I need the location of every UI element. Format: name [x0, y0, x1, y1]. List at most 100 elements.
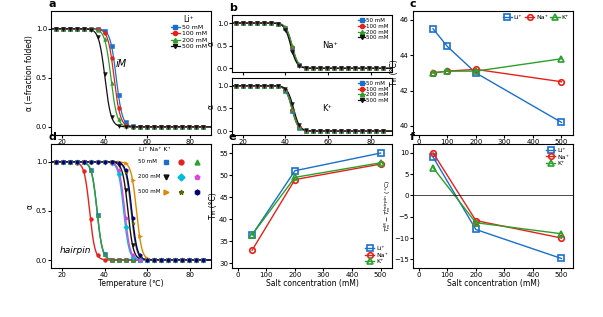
X-axis label: Salt concentration (mM): Salt concentration (mM) [446, 146, 540, 155]
Point [114, 106, 124, 111]
Point [65, 26, 74, 31]
Point [309, 66, 318, 71]
Point [253, 21, 262, 26]
Point [295, 123, 305, 128]
Point [184, 257, 194, 262]
Li⁺ [429, 155, 437, 159]
Y-axis label: Tₘ (°C): Tₘ (°C) [390, 60, 399, 86]
Point [267, 83, 276, 88]
Point [379, 129, 388, 134]
Point [114, 257, 124, 262]
Point [330, 66, 339, 71]
Point [156, 257, 165, 262]
Point [134, 124, 144, 129]
Point [163, 124, 172, 129]
Point [309, 66, 318, 71]
Legend: Li⁺, Na⁺, K⁺: Li⁺, Na⁺, K⁺ [502, 14, 570, 21]
Point [379, 66, 388, 71]
Point [379, 129, 388, 134]
Point [93, 27, 103, 32]
Text: b: b [229, 3, 237, 13]
Point [51, 159, 60, 165]
Point [107, 257, 116, 262]
Point [177, 257, 186, 262]
Point [288, 108, 297, 113]
Point [260, 83, 270, 88]
Point [79, 26, 89, 31]
Point [169, 257, 179, 262]
Point [121, 215, 130, 220]
Point [184, 257, 194, 262]
Point [184, 257, 194, 262]
Point [134, 234, 144, 239]
Point [253, 21, 262, 26]
Point [177, 257, 186, 262]
Legend: Li⁺, Na⁺, K⁺: Li⁺, Na⁺, K⁺ [364, 245, 389, 265]
Point [358, 66, 367, 71]
Point [371, 66, 381, 71]
Na⁺ [472, 68, 479, 71]
Text: d: d [48, 132, 56, 142]
Point [280, 88, 290, 93]
Point [93, 159, 103, 165]
Point [134, 257, 144, 262]
Point [156, 257, 165, 262]
Point [79, 159, 89, 165]
Point [65, 159, 74, 165]
K⁺ [558, 57, 565, 61]
Legend: 50 mM, 100 mM, 200 mM, 500 mM: 50 mM, 100 mM, 200 mM, 500 mM [358, 81, 389, 104]
Point [51, 26, 60, 31]
Point [177, 124, 186, 129]
Point [245, 21, 255, 26]
Point [371, 66, 381, 71]
Line: Na⁺: Na⁺ [431, 150, 564, 241]
Point [309, 128, 318, 133]
Line: K⁺: K⁺ [431, 56, 564, 76]
Point [114, 117, 124, 122]
Point [93, 26, 103, 31]
Point [99, 252, 109, 257]
Point [99, 257, 109, 262]
Point [114, 123, 124, 128]
Point [99, 252, 109, 257]
Point [65, 26, 74, 31]
Point [350, 66, 360, 71]
Point [86, 159, 95, 165]
Point [177, 124, 186, 129]
Point [232, 83, 241, 88]
Point [191, 257, 200, 262]
Point [198, 257, 207, 262]
Point [72, 159, 81, 165]
Point [280, 88, 290, 93]
Point [58, 159, 68, 165]
Point [336, 129, 346, 134]
K⁺ [429, 166, 437, 170]
Point [336, 66, 346, 71]
Point [371, 129, 381, 134]
Point [86, 159, 95, 165]
Li⁺ [248, 233, 256, 237]
Point [274, 21, 283, 26]
Point [344, 66, 353, 71]
Point [330, 66, 339, 71]
Point [86, 159, 95, 165]
Point [177, 257, 186, 262]
Point [156, 124, 165, 129]
Point [253, 21, 262, 26]
Point [169, 124, 179, 129]
Point [379, 66, 388, 71]
Point [280, 25, 290, 30]
Point [72, 159, 81, 165]
Point [280, 86, 290, 91]
Point [358, 129, 367, 134]
Li⁺ [558, 120, 565, 124]
Point [191, 257, 200, 262]
Point [239, 83, 248, 88]
Point [149, 124, 159, 129]
Point [65, 159, 74, 165]
Point [169, 257, 179, 262]
Point [198, 257, 207, 262]
Y-axis label: α (=fraction folded): α (=fraction folded) [25, 35, 34, 111]
Point [93, 253, 103, 258]
X-axis label: Temperature (℃): Temperature (℃) [98, 279, 164, 288]
